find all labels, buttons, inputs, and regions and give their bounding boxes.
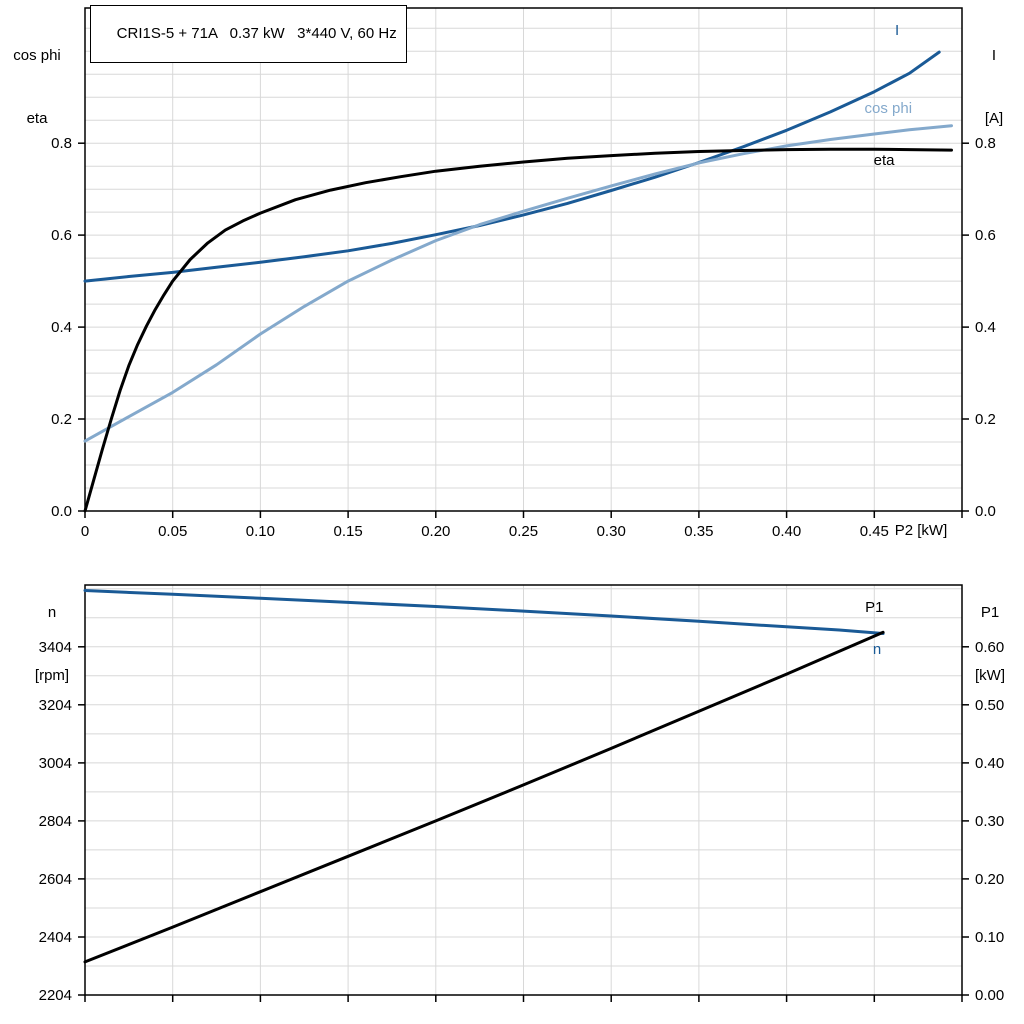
top-left-axis-title: cos phi eta [6,3,68,171]
right-y-tick-label: 0.2 [975,411,996,428]
curve-label-n: n [873,641,881,658]
left-y-tick-label: 2604 [39,871,72,888]
right-y-tick-label: 0.4 [975,319,996,336]
curve-label-eta: eta [874,152,896,169]
left-y-tick-label: 2404 [39,929,72,946]
x-tick-label: 0.45 [860,523,889,540]
left-y-tick-label: 2204 [39,987,72,1004]
x-tick-label: 0.25 [509,523,538,540]
left-y-tick-label: 0.2 [51,411,72,428]
x-tick-label: 0.20 [421,523,450,540]
left-y-tick-label: 0.4 [51,319,72,336]
right-y-tick-label: 0.20 [975,871,1004,888]
curve-n [83,589,885,635]
axis-title-p1-unit: [kW] [975,667,1005,684]
x-axis-label: P2 [kW] [894,522,948,539]
axis-title-current: I [991,47,997,64]
right-y-tick-label: 0.00 [975,987,1004,1004]
axis-title-p1: P1 [980,604,1000,621]
x-tick-label: 0.30 [597,523,626,540]
bottom-left-axis-title: n [rpm] [24,560,80,728]
x-tick-label: 0.05 [158,523,187,540]
right-y-tick-label: 0.60 [975,639,1004,656]
curve-label-P1: P1 [865,599,883,616]
left-y-tick-label: 0.6 [51,227,72,244]
right-y-tick-label: 0.50 [975,697,1004,714]
axis-title-speed-unit: [rpm] [34,667,70,684]
right-y-tick-label: 0.8 [975,135,996,152]
curve-label-cos-phi: cos phi [865,100,913,117]
left-y-tick-label: 0.8 [51,135,72,152]
curve-cos-phi [83,124,953,443]
x-tick-label: 0.35 [684,523,713,540]
top-right-axis-title: I [A] [970,3,1018,171]
right-y-tick-label: 0.0 [975,503,996,520]
axis-title-cos-phi: cos phi [13,47,61,64]
axis-title-eta: eta [26,110,48,127]
curve-eta [83,147,953,513]
left-y-tick-label: 2804 [39,813,72,830]
curve-P1 [83,630,885,964]
axis-title-current-unit: [A] [984,110,1004,127]
curve-I [83,50,941,283]
right-y-tick-label: 0.6 [975,227,996,244]
right-y-tick-label: 0.30 [975,813,1004,830]
x-tick-label: 0.15 [333,523,362,540]
left-y-tick-label: 3004 [39,755,72,772]
bottom-right-axis-title: P1 [kW] [962,560,1018,728]
left-y-tick-label: 0.0 [51,503,72,520]
chart-title-box: CRI1S-5 + 71A 0.37 kW 3*440 V, 60 Hz [90,5,407,63]
right-y-tick-label: 0.40 [975,755,1004,772]
right-y-tick-label: 0.10 [975,929,1004,946]
x-tick-label: 0 [81,523,89,540]
left-y-tick-label: 3204 [39,697,72,714]
chart-title: CRI1S-5 + 71A 0.37 kW 3*440 V, 60 Hz [116,25,397,42]
x-tick-label: 0.10 [246,523,275,540]
x-tick-label: 0.40 [772,523,801,540]
axis-title-speed: n [47,604,57,621]
left-y-tick-label: 3404 [39,639,72,656]
curve-label-I: I [895,22,899,39]
